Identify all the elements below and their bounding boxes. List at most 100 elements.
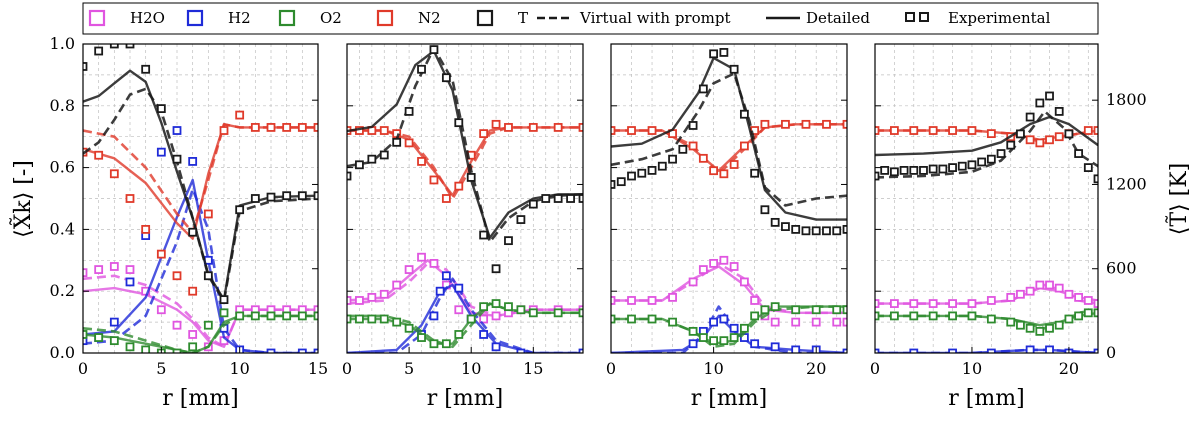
- marker-t: [504, 236, 513, 246]
- series-h2o: [611, 255, 847, 327]
- marker-t: [441, 73, 451, 83]
- marker-h2o: [832, 317, 842, 327]
- x-ticks: 0 5 10 15: [342, 347, 543, 378]
- marker-o2: [1064, 314, 1074, 324]
- marker-t: [83, 62, 88, 71]
- marker-n2: [909, 126, 919, 135]
- marker-t: [553, 194, 563, 203]
- panel-1: 0 5 10 15 r [mm] 0.0 0.2 0.4 0.6 0.8 1.0: [50, 34, 329, 411]
- marker-o2: [479, 302, 489, 312]
- marker-h2o: [688, 277, 698, 287]
- marker-t: [957, 161, 967, 171]
- legend-item-experimental: Experimental: [905, 9, 1051, 27]
- left-y-axis-label: ⟨X̃k⟩ [-]: [10, 160, 36, 238]
- marker-h2o: [1016, 289, 1025, 299]
- line-detailed-t: [611, 56, 847, 221]
- marker-n2: [578, 123, 583, 132]
- legend-item-o2: O2: [278, 9, 342, 27]
- marker-t: [1074, 149, 1084, 158]
- marker-t: [454, 118, 464, 128]
- marker-h2: [842, 348, 847, 353]
- marker-n2: [441, 194, 451, 203]
- marker-t: [611, 180, 616, 189]
- panel-frame: [82, 43, 319, 354]
- marker-o2: [875, 311, 880, 321]
- marker-n2: [313, 123, 318, 132]
- marker-h2o: [156, 305, 166, 315]
- marker-t: [729, 64, 739, 74]
- marker-t: [938, 164, 948, 174]
- marker-h2o: [1064, 289, 1074, 299]
- marker-n2: [219, 126, 229, 135]
- line-virtual-n2: [611, 123, 847, 176]
- marker-n2: [986, 129, 996, 139]
- y-ticks: 0 600 1200 1800: [875, 43, 1147, 362]
- marker-n2: [875, 126, 880, 135]
- x-tick-label: 20: [806, 359, 826, 378]
- marker-n2: [491, 119, 501, 129]
- marker-o2: [791, 305, 801, 315]
- marker-o2: [392, 317, 402, 327]
- series-t: [347, 45, 583, 274]
- y-ticks: [611, 43, 847, 354]
- y2-tick-label: 600: [1106, 259, 1137, 278]
- marker-h2: [750, 339, 760, 349]
- marker-t: [156, 104, 166, 114]
- series-n2: [611, 119, 847, 179]
- y2-tick-label: 1200: [1106, 174, 1147, 193]
- plot-area: [611, 48, 847, 353]
- marker-n2: [156, 249, 166, 259]
- marker-t: [516, 215, 526, 224]
- marker-o2: [203, 320, 213, 330]
- marker-o2: [760, 305, 770, 315]
- marker-o2: [491, 299, 501, 308]
- marker-t: [141, 64, 151, 74]
- x-axis-label: r [mm]: [162, 386, 238, 411]
- marker-h2o: [709, 258, 719, 268]
- marker-t: [967, 160, 977, 170]
- marker-h2o: [392, 280, 402, 290]
- marker-t: [880, 166, 890, 175]
- marker-o2: [811, 305, 821, 315]
- x-ticks: 0 5 10 15: [78, 347, 328, 378]
- legend-label: N2: [418, 9, 441, 27]
- marker-h2o: [1093, 299, 1098, 308]
- panel-frame: [346, 43, 584, 354]
- plot-area: [347, 45, 583, 353]
- marker-t: [109, 44, 119, 49]
- marker-h2: [986, 348, 996, 353]
- plot-area: [875, 91, 1098, 353]
- legend-item-h2o: H2O: [88, 9, 165, 27]
- marker-o2: [504, 302, 513, 312]
- marker-h2o: [948, 299, 957, 308]
- marker-h2o: [1025, 286, 1035, 296]
- marker-t: [977, 157, 987, 167]
- y-ticks: 0.0 0.2 0.4 0.6 0.8 1.0: [50, 34, 318, 362]
- marker-n2: [553, 123, 563, 132]
- marker-h2o: [188, 330, 198, 339]
- marker-o2: [1083, 308, 1093, 318]
- series-t: [83, 44, 318, 305]
- marker-h2o: [668, 292, 677, 302]
- marker-o2: [235, 311, 245, 321]
- marker-h2: [1025, 345, 1035, 353]
- marker-t: [379, 150, 389, 160]
- marker-t: [94, 46, 104, 56]
- series-n2: [347, 119, 583, 203]
- marker-o2: [109, 336, 119, 346]
- marker-t: [781, 222, 790, 231]
- marker-n2: [611, 126, 616, 135]
- legend-item-detailed: Detailed: [766, 9, 870, 27]
- marker-o2: [516, 305, 526, 315]
- line-detailed-t: [347, 49, 583, 239]
- marker-h2o: [404, 265, 414, 274]
- marker-t: [1025, 112, 1035, 122]
- marker-t: [616, 177, 626, 187]
- marker-t: [491, 264, 501, 274]
- series-h2: [347, 271, 583, 353]
- marker-o2: [553, 308, 563, 318]
- marker-t: [750, 168, 760, 178]
- marker-t: [541, 194, 551, 203]
- legend-item-n2: N2: [376, 9, 441, 27]
